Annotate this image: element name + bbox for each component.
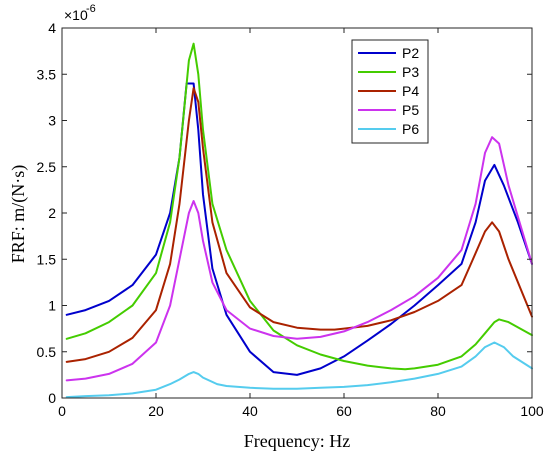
x-tick-label: 0 (58, 403, 66, 419)
y-tick-label: 1.5 (37, 251, 57, 267)
x-tick-label: 100 (520, 403, 544, 419)
y-tick-label: 0.5 (37, 344, 57, 360)
x-tick-label: 20 (148, 403, 164, 419)
plot-area (62, 28, 532, 398)
x-tick-label: 80 (430, 403, 446, 419)
legend: P2 P3 P4 P5 P6 (351, 39, 429, 144)
series-line-p2 (65, 82, 533, 376)
y-tick-label: 3.5 (37, 66, 57, 82)
ticks-layer: 0 20 40 60 80 100 0 0.5 1 1.5 2 2.5 3 3.5 4 (37, 20, 544, 419)
legend-label-p2: P2 (402, 45, 419, 61)
series-line-p4 (65, 87, 533, 363)
y-tick-label: 1 (48, 298, 56, 314)
y-tick-label: 4 (48, 20, 56, 36)
y-axis-title: FRF: m/(N·s) (8, 165, 29, 264)
y-exponent-base: ×10 (64, 7, 88, 23)
y-tick-label: 2 (48, 205, 56, 221)
x-axis-title: Frequency: Hz (244, 431, 350, 451)
series-line-p5 (65, 136, 533, 382)
legend-label-p5: P5 (402, 102, 419, 118)
series-layer (65, 42, 533, 399)
legend-label-p3: P3 (402, 64, 419, 80)
y-tick-label: 3 (48, 113, 56, 129)
y-tick-label: 2.5 (37, 159, 57, 175)
y-tick-label: 0 (48, 390, 56, 406)
x-tick-label: 60 (336, 403, 352, 419)
legend-label-p4: P4 (402, 83, 419, 99)
plot-background (62, 28, 532, 398)
x-tick-label: 40 (242, 403, 258, 419)
legend-label-p6: P6 (402, 121, 419, 137)
y-exponent-power: -6 (86, 3, 96, 15)
series-line-p6 (65, 341, 533, 399)
